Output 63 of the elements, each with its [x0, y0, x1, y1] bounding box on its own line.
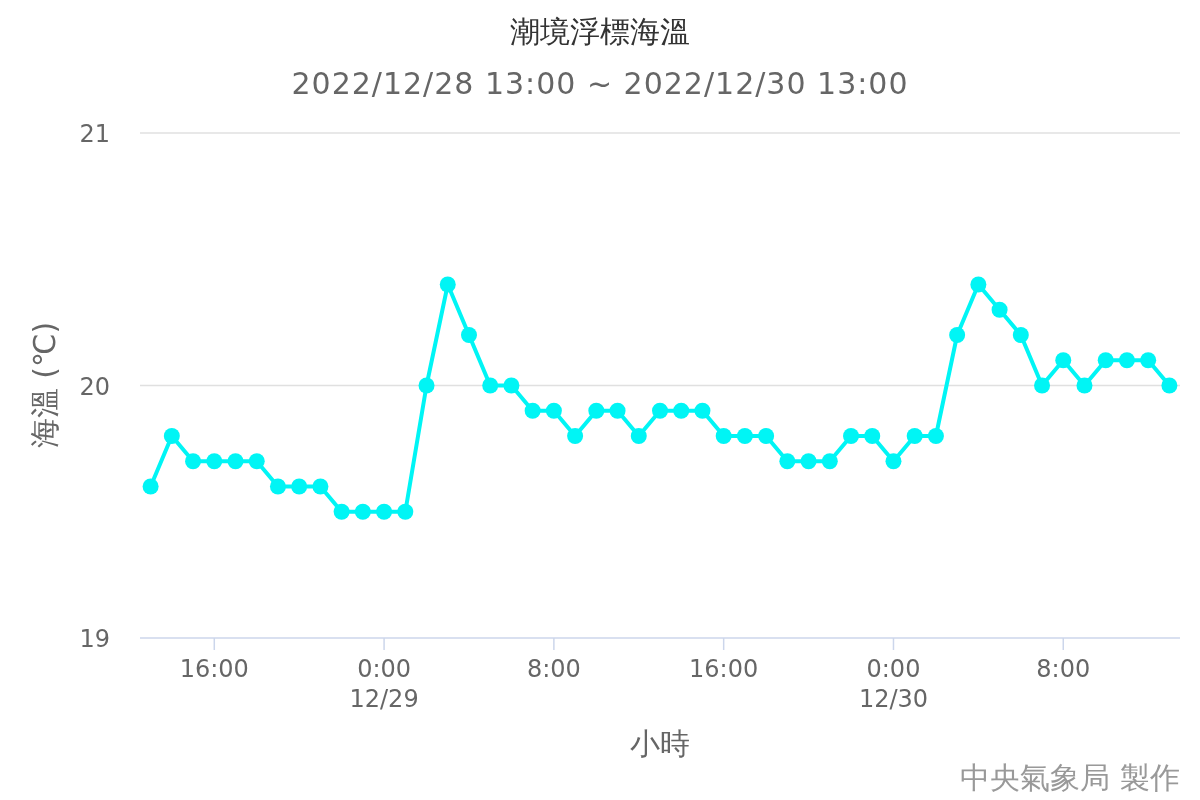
- point: [227, 453, 244, 470]
- point: [185, 453, 202, 470]
- point: [1012, 327, 1029, 343]
- point: [694, 402, 711, 419]
- point: [439, 276, 456, 293]
- point: [503, 377, 520, 394]
- point: [736, 428, 753, 444]
- point: [545, 402, 562, 419]
- point: [609, 402, 626, 419]
- point: [142, 478, 159, 495]
- point: [1097, 352, 1114, 369]
- point: [376, 503, 393, 520]
- point: [206, 453, 223, 470]
- point: [482, 377, 499, 394]
- x-tick-label: 8:00: [1036, 655, 1091, 683]
- point: [673, 402, 690, 419]
- point: [970, 276, 987, 293]
- point: [1140, 352, 1157, 369]
- point: [906, 428, 923, 444]
- point: [843, 428, 860, 444]
- point: [1161, 377, 1178, 394]
- point: [291, 478, 308, 495]
- y-tick-label: 21: [79, 120, 110, 148]
- point: [949, 327, 966, 343]
- y-tick-label: 20: [79, 372, 110, 401]
- x-tick-label: 0:00 12/30: [858, 655, 929, 713]
- x-tick-label: 16:00: [179, 655, 249, 683]
- point: [800, 453, 817, 470]
- point: [269, 478, 286, 495]
- point: [460, 327, 477, 343]
- point: [1076, 377, 1093, 394]
- point: [630, 428, 647, 444]
- chart-subtitle: 2022/12/28 13:00 ~ 2022/12/30 13:00: [291, 66, 909, 101]
- y-tick-label: 19: [79, 625, 110, 653]
- y-axis-title: 海溫 (℃): [27, 321, 62, 449]
- point: [715, 428, 732, 444]
- point: [588, 402, 605, 419]
- point: [312, 478, 329, 495]
- point: [567, 428, 584, 444]
- text: 中央氣象局 製作: [960, 760, 1180, 795]
- point: [397, 503, 414, 520]
- point: [248, 453, 265, 470]
- point: [354, 503, 371, 520]
- point: [927, 428, 944, 444]
- point: [779, 453, 796, 470]
- chart-title: 潮境浮標海溫: [510, 14, 690, 49]
- point: [163, 428, 180, 444]
- point: [418, 377, 435, 394]
- point: [652, 402, 668, 419]
- point: [991, 301, 1008, 318]
- point: [821, 453, 838, 470]
- point: [1034, 377, 1051, 394]
- x-tick-label: 16:00: [689, 655, 759, 683]
- point: [885, 453, 902, 470]
- x-tick-label: 0:00 12/29: [349, 655, 419, 713]
- point: [333, 503, 350, 520]
- point: [524, 402, 541, 419]
- point: [864, 428, 881, 444]
- point: [1055, 352, 1072, 369]
- x-tick-label: 8:00: [526, 655, 581, 683]
- point: [758, 428, 775, 444]
- x-axis-title: 小時: [630, 726, 690, 761]
- point: [1118, 352, 1135, 369]
